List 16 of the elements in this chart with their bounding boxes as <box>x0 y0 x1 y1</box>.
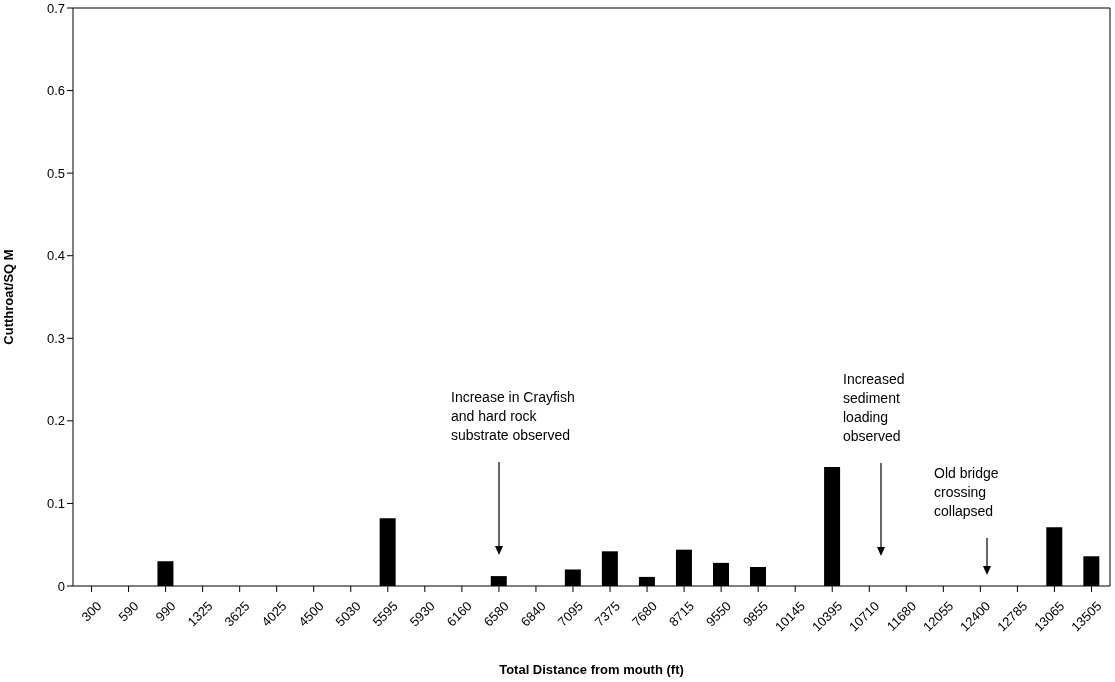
x-tick-label: 590 <box>115 598 142 625</box>
y-tick-label: 0.7 <box>46 0 65 16</box>
y-tick-label: 0.1 <box>46 496 65 512</box>
y-axis-title: Cutthroat/SQ M <box>0 249 16 345</box>
x-tick-label: 300 <box>78 598 105 625</box>
y-tick-label: 0.2 <box>46 413 65 429</box>
y-tick-label: 0.4 <box>46 248 65 264</box>
annotation: Increased sediment loading observed <box>843 371 905 444</box>
y-tick-label: 0.6 <box>46 83 65 99</box>
x-tick-label: 990 <box>152 598 179 625</box>
annotation: Increase in Crayfish and hard rock substrate observed <box>451 389 575 443</box>
annotation: Old bridge crossing collapsed <box>934 465 999 519</box>
x-axis-title: Total Distance from mouth (ft) <box>499 662 684 677</box>
y-tick-label: 0 <box>57 578 65 594</box>
y-tick-label: 0.3 <box>46 330 65 346</box>
y-tick-label: 0.5 <box>46 165 65 181</box>
